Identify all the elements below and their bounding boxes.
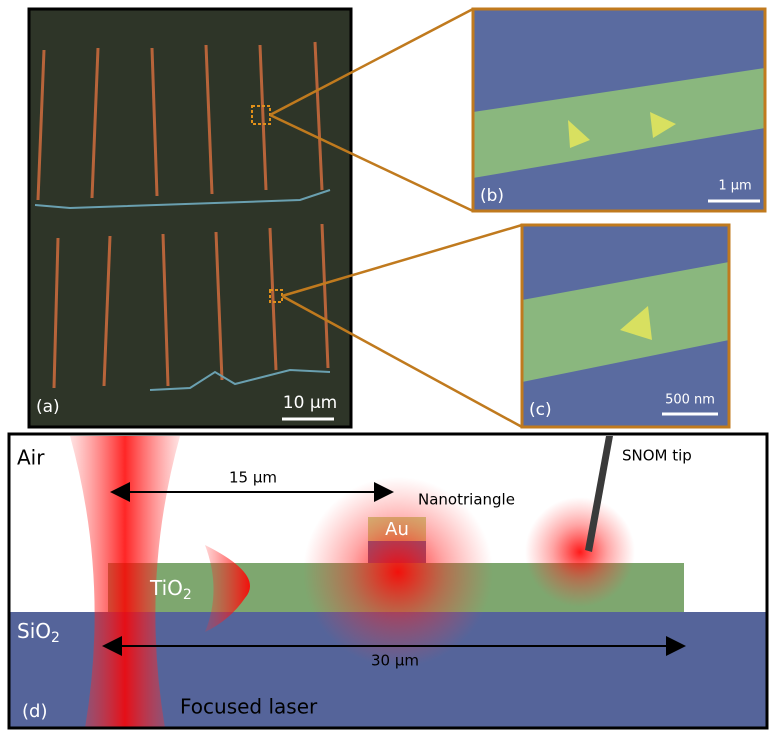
panel-label: (c) — [529, 400, 552, 420]
scale-bar-label: 500 nm — [665, 393, 715, 408]
au-label: Au — [385, 519, 409, 540]
panel-c: (c) 500 nm — [522, 225, 729, 427]
scale-bar-label: 10 µm — [283, 393, 337, 413]
air-label: Air — [17, 446, 45, 470]
distance-label: 15 µm — [229, 469, 277, 487]
panel-a: (a) 10 µm — [29, 9, 351, 427]
panel-b: (b) 1 µm — [473, 9, 765, 211]
panel-label: (d) — [22, 701, 47, 722]
laser-label: Focused laser — [180, 695, 318, 719]
scale-bar-label: 1 µm — [718, 179, 751, 194]
near-field-glow — [525, 497, 635, 607]
panel-label: (b) — [480, 186, 504, 206]
distance-label: 30 µm — [371, 652, 419, 670]
page: (a) 10 µm (b) 1 µm (c) 500 nm Air 15 µm … — [0, 0, 769, 731]
nanotriangle-label: Nanotriangle — [418, 491, 515, 509]
panel-d: Air 15 µm Nanotriangle Au TiO2 SiO2 30 µ… — [9, 434, 767, 728]
figure: (a) 10 µm (b) 1 µm (c) 500 nm Air 15 µm … — [0, 0, 769, 731]
panel-label: (a) — [36, 397, 60, 417]
snom-tip-label: SNOM tip — [622, 447, 692, 465]
micrograph — [29, 9, 351, 427]
